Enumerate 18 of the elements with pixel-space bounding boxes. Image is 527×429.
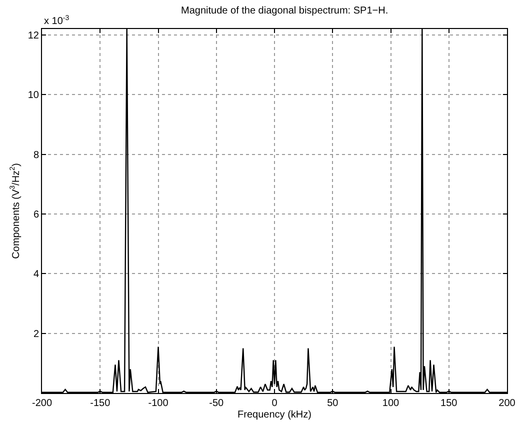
x-tick-label: 150: [440, 398, 458, 409]
y-tick-label: 12: [28, 30, 40, 42]
y-tick-label: 4: [33, 269, 40, 280]
x-axis-title: Frequency (kHz): [238, 410, 312, 420]
text: x 10$^{-3}$: [44, 15, 70, 28]
chart-title: Magnitude of the diagonal bispectrum: SP1−H.: [181, 5, 388, 16]
y-tick-label: 6: [33, 209, 40, 220]
x-tick-label: -200: [32, 398, 52, 409]
x-tick-label: -50: [209, 398, 224, 409]
y-tick-label: 8: [33, 150, 40, 161]
x-tick-label: 200: [498, 398, 516, 409]
x-tick-label: 50: [327, 398, 339, 409]
x-tick-label: -150: [90, 398, 111, 409]
x-tick-label: -100: [148, 398, 169, 409]
y-tick-label: 2: [33, 328, 40, 340]
x-tick-label: 100: [382, 398, 400, 409]
y-tick-label: 10: [28, 90, 40, 102]
x-tick-label: 0: [272, 398, 278, 409]
